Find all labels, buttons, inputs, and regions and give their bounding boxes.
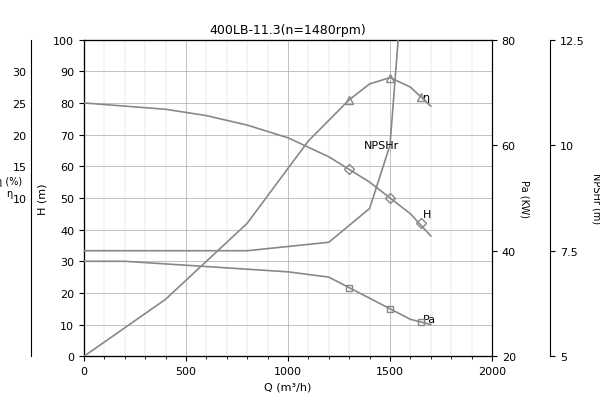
Text: NPSHr: NPSHr xyxy=(364,141,399,151)
Text: Pa: Pa xyxy=(422,315,436,324)
Y-axis label: H (m): H (m) xyxy=(38,183,48,214)
Title: 400LB-11.3(n=1480rpm): 400LB-11.3(n=1480rpm) xyxy=(209,23,367,36)
Y-axis label: NPSHr (m): NPSHr (m) xyxy=(592,173,600,224)
Text: η: η xyxy=(422,92,430,102)
Y-axis label: Pa (KW): Pa (KW) xyxy=(520,179,530,217)
X-axis label: Q (m³/h): Q (m³/h) xyxy=(265,382,311,392)
Y-axis label: η (%)
η: η (%) η xyxy=(0,177,23,198)
Text: H: H xyxy=(422,209,431,219)
